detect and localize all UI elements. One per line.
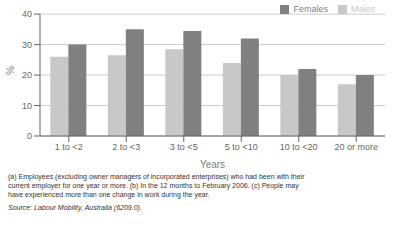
svg-text:%: % [8, 66, 16, 75]
svg-text:5 to <10: 5 to <10 [225, 142, 258, 152]
svg-text:20: 20 [22, 70, 32, 80]
svg-text:20 or more: 20 or more [334, 142, 378, 152]
svg-text:10 to <20: 10 to <20 [280, 142, 318, 152]
svg-text:Years: Years [200, 159, 225, 168]
svg-text:3 to <5: 3 to <5 [170, 142, 198, 152]
svg-text:1 to <2: 1 to <2 [55, 142, 83, 152]
html-text:(a) Employees (excluding owner: (a) Employees (excluding owner managers … [8, 173, 305, 180]
html-text:Source: Labour Mobility, Austr: Source: Labour Mobility, Australia (6209… [8, 204, 142, 211]
svg-text:2 to <3: 2 to <3 [112, 142, 140, 152]
svg-text:10: 10 [22, 101, 32, 111]
svg-text:30: 30 [22, 40, 32, 50]
html-text:have experienced more than one: have experienced more than one change in… [8, 191, 210, 198]
html-text:current employer for one year: current employer for one year or more. (… [8, 182, 299, 189]
svg-text:40: 40 [22, 9, 32, 19]
svg-text:0: 0 [27, 131, 32, 141]
html-text:Males: Males [351, 4, 375, 14]
html-text:Females: Females [293, 4, 328, 14]
